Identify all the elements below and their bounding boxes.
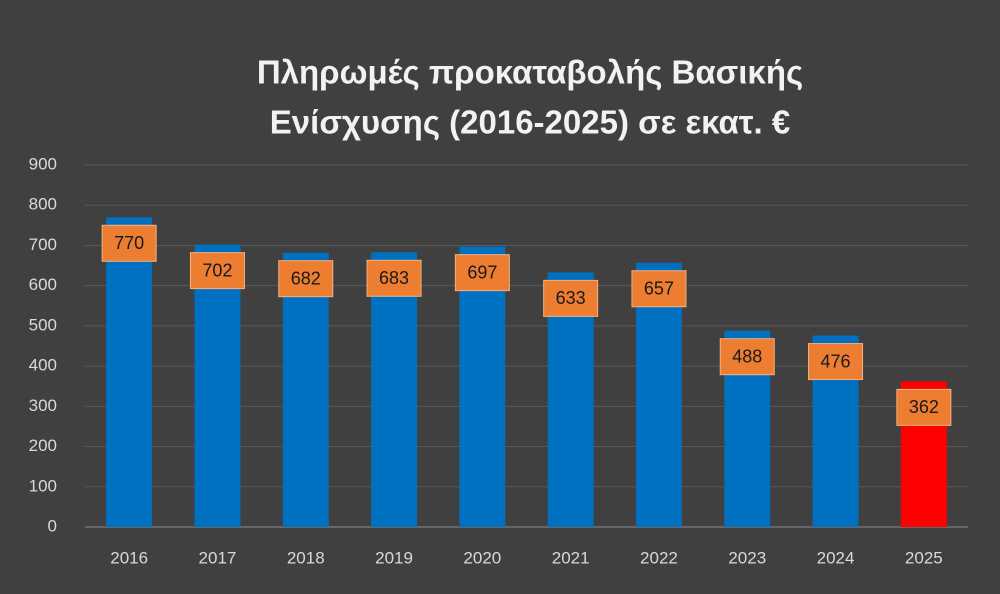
y-tick-label: 700 — [29, 235, 57, 254]
value-label: 476 — [821, 351, 851, 371]
value-label: 770 — [114, 233, 144, 253]
y-tick-label: 300 — [29, 396, 57, 415]
x-tick-label: 2018 — [287, 548, 325, 567]
value-label-box — [808, 343, 864, 381]
value-label: 697 — [467, 262, 497, 282]
value-label-box — [278, 260, 334, 298]
x-tick-label: 2019 — [375, 548, 413, 567]
value-label: 362 — [909, 397, 939, 417]
value-label: 657 — [644, 278, 674, 298]
value-label: 633 — [556, 288, 586, 308]
value-label-box — [719, 338, 775, 376]
chart-title: Πληρωμές προκαταβολής Βασικής — [257, 54, 803, 91]
bar — [282, 252, 329, 527]
value-label-box — [896, 388, 952, 426]
y-tick-label: 400 — [29, 356, 57, 375]
x-tick-label: 2020 — [463, 548, 501, 567]
x-tick-label: 2022 — [640, 548, 678, 567]
x-tick-label: 2025 — [905, 548, 943, 567]
bar — [459, 246, 506, 527]
y-tick-label: 800 — [29, 195, 57, 214]
value-label-box — [366, 259, 422, 297]
value-label-box — [101, 224, 157, 262]
y-tick-label: 0 — [48, 516, 57, 535]
value-label: 702 — [202, 260, 232, 280]
value-label-box — [189, 252, 245, 290]
y-tick-label: 100 — [29, 476, 57, 495]
x-tick-label: 2021 — [552, 548, 590, 567]
chart-title: Ενίσχυσης (2016-2025) σε εκατ. € — [270, 104, 790, 141]
value-label: 683 — [379, 268, 409, 288]
y-tick-label: 200 — [29, 436, 57, 455]
x-tick-label: 2017 — [199, 548, 237, 567]
bar — [106, 217, 153, 528]
x-tick-label: 2016 — [110, 548, 148, 567]
y-tick-label: 500 — [29, 315, 57, 334]
value-label-box — [454, 254, 510, 292]
bar — [194, 244, 241, 527]
value-label: 488 — [732, 346, 762, 366]
value-label-box — [631, 270, 687, 308]
x-tick-label: 2024 — [817, 548, 855, 567]
x-tick-label: 2023 — [728, 548, 766, 567]
y-tick-label: 600 — [29, 275, 57, 294]
value-label-box — [543, 279, 599, 317]
bar — [371, 252, 418, 527]
value-label: 682 — [291, 268, 321, 288]
y-tick-label: 900 — [29, 154, 57, 173]
